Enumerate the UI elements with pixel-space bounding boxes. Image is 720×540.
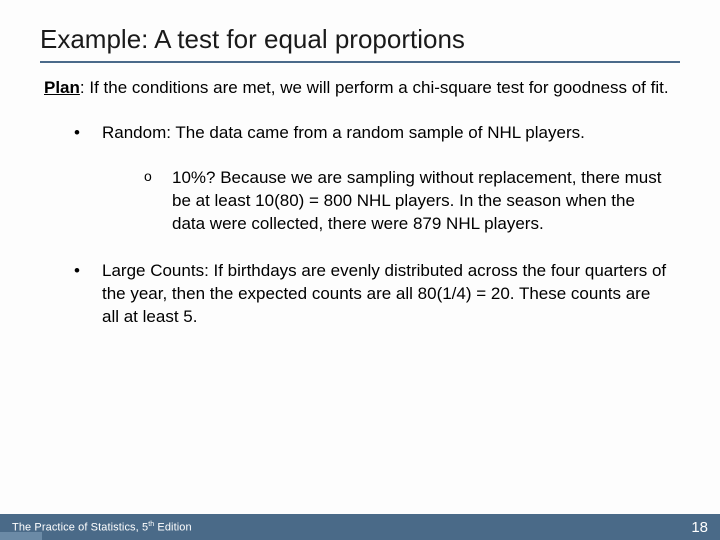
bullet-large-counts: Large Counts: If birthdays are evenly di… [74,260,672,329]
footer-text-post: Edition [154,521,192,533]
content-area: Plan: If the conditions are met, we will… [0,63,720,329]
slide: Example: A test for equal proportions Pl… [0,0,720,540]
slide-title: Example: A test for equal proportions [40,24,680,63]
subbullet-ten-percent: 10%? Because we are sampling without rep… [144,167,672,236]
plan-label: Plan [44,78,80,97]
plan-paragraph: Plan: If the conditions are met, we will… [44,77,672,100]
plan-text: : If the conditions are met, we will per… [80,78,669,97]
bullet-random: Random: The data came from a random samp… [74,122,672,145]
footer-bar: The Practice of Statistics, 5th Edition … [0,514,720,540]
footer-accent [0,532,42,540]
page-number: 18 [691,519,708,536]
title-block: Example: A test for equal proportions [0,0,720,63]
